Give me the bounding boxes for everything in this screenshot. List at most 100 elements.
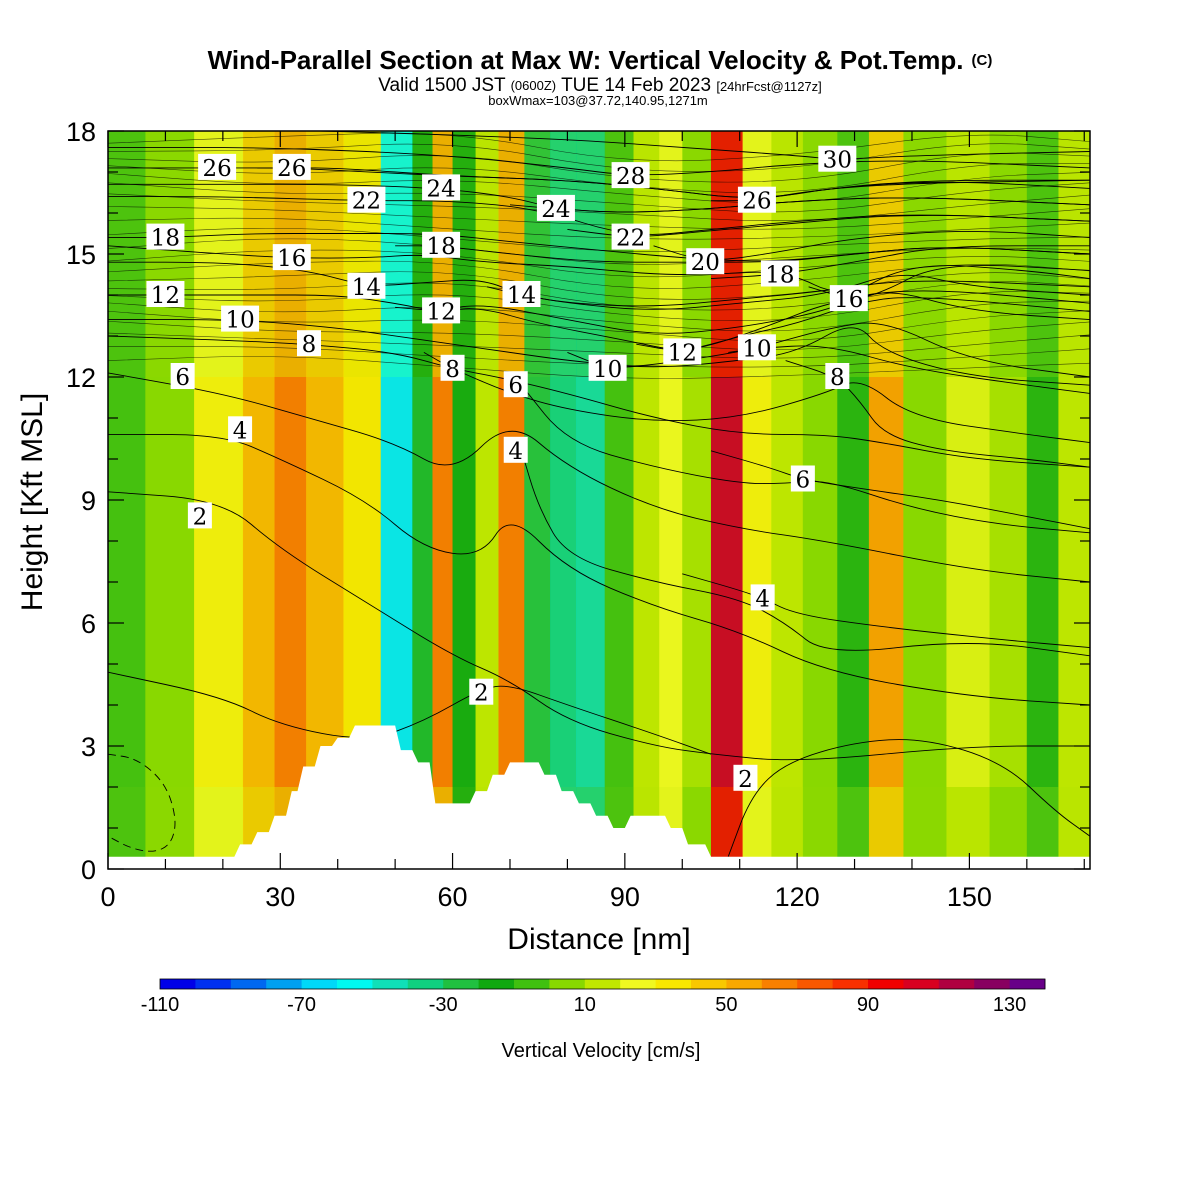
vv-core [837, 377, 870, 787]
contour-label: 20 [686, 248, 725, 276]
vv-core [659, 377, 683, 787]
colorbar-swatch [337, 979, 373, 989]
pot-temp-contour-minor [108, 143, 1090, 172]
pot-temp-contour-minor [108, 271, 1090, 300]
colorbar-tick-label: 10 [574, 994, 596, 1016]
vv-core [682, 377, 712, 787]
colorbar-title: Vertical Velocity [cm/s] [502, 1040, 701, 1062]
pot-temp-contour [710, 179, 1090, 202]
colorbar-swatch [938, 979, 975, 989]
pot-temp-contour [108, 671, 712, 755]
colorbar-swatch [903, 979, 940, 989]
colorbar-swatch [407, 979, 444, 989]
contour-label: 18 [146, 223, 185, 252]
y-tick-label: 15 [66, 240, 96, 270]
colorbar-tick-label: -70 [287, 994, 316, 1016]
colorbar-swatch [832, 979, 869, 989]
contour-label: 8 [440, 354, 465, 383]
contour-label-text: 18 [765, 263, 794, 289]
x-axis-label: Distance [nm] [507, 923, 690, 956]
colorbar-swatch [797, 979, 833, 989]
contour-label-text: 4 [508, 439, 523, 465]
contour-label-text: 26 [202, 156, 231, 182]
colorbar-tick-label: 130 [993, 994, 1026, 1016]
chart-title: Wind-Parallel Section at Max W: Vertical… [208, 45, 993, 75]
terrain [108, 725, 1090, 869]
pot-temp-contour-minor [108, 172, 1090, 203]
vv-core [343, 377, 382, 787]
x-axis: 0 30 60 90 120 150 [100, 131, 1085, 912]
contour-label-text: 30 [823, 148, 852, 174]
pot-temp-contour-minor [108, 260, 1090, 289]
pot-temp-contour-minor [108, 206, 1090, 230]
contour-label: 2 [187, 502, 212, 530]
contour-label: 12 [422, 297, 461, 325]
vertical-velocity-field [108, 131, 1090, 869]
y-tick-label: 6 [81, 609, 96, 639]
contour-label: 26 [198, 153, 237, 182]
colorbar-swatch [230, 979, 267, 989]
vv-core [432, 377, 454, 787]
colorbar: -110 -70 -30 10 50 90 130 [141, 978, 1046, 1016]
contour-label: 6 [170, 363, 195, 391]
pot-temp-contour [108, 433, 1090, 706]
contour-label: 12 [663, 338, 702, 366]
contour-label-text: 2 [193, 504, 208, 530]
vv-core [710, 377, 744, 787]
pot-temp-contour-minor [108, 281, 1090, 311]
x-tick-label: 120 [775, 882, 820, 912]
contour-label: 2 [733, 764, 758, 793]
contour-label: 6 [503, 371, 528, 399]
vv-core [742, 377, 772, 787]
pot-temp-contour [567, 215, 1090, 237]
y-tick-label: 9 [81, 486, 96, 516]
negative-dashed-contours [108, 753, 176, 852]
contour-label-text: 22 [352, 189, 381, 215]
contour-label: 6 [790, 465, 815, 494]
contour-label: 4 [503, 436, 528, 465]
contour-label: 8 [296, 330, 321, 358]
colorbar-swatch [266, 979, 302, 989]
contour-label: 14 [502, 281, 541, 309]
contour-label: 22 [347, 186, 386, 215]
colorbar-swatch [195, 979, 232, 989]
colorbar-swatch [584, 979, 621, 989]
chart-subtitle: Valid 1500 JST (0600Z) TUE 14 Feb 2023 [… [378, 74, 822, 96]
colorbar-tick-label: 50 [715, 994, 737, 1016]
pot-temp-contour [682, 573, 1090, 649]
pot-temp-contour-minor [108, 227, 1090, 252]
colorbar-swatch [726, 979, 763, 989]
pot-temp-contour-minor [108, 238, 1090, 265]
contour-label-text: 22 [616, 226, 645, 252]
vv-core [576, 377, 606, 787]
contour-label: 18 [760, 260, 799, 289]
contour-label-text: 18 [151, 226, 180, 252]
pot-temp-contour [710, 245, 1090, 280]
contour-label: 8 [825, 363, 850, 391]
colorbar-swatch [620, 979, 656, 989]
contour-label: 10 [221, 305, 260, 334]
contour-label: 16 [829, 285, 868, 313]
vv-core [524, 377, 551, 787]
contour-label-text: 14 [507, 283, 536, 309]
contour-label: 4 [750, 584, 775, 612]
contour-label-text: 16 [834, 287, 863, 313]
vv-core [452, 377, 477, 787]
contour-label: 26 [272, 153, 311, 182]
x-tick-label: 90 [610, 882, 640, 912]
pot-temp-contour-minor [108, 217, 1090, 240]
vv-core [306, 377, 344, 787]
contour-label-text: 10 [742, 336, 771, 362]
vv-core [194, 377, 244, 787]
contour-label-text: 12 [151, 283, 180, 309]
contour-label: 26 [737, 186, 776, 215]
colorbar-swatch [514, 979, 550, 989]
colorbar-swatch [761, 979, 798, 989]
contour-label: 24 [536, 194, 575, 223]
x-tick-label: 30 [265, 882, 295, 912]
contour-label-text: 2 [738, 767, 753, 793]
vv-core [274, 377, 307, 787]
contour-label-text: 6 [508, 373, 523, 399]
